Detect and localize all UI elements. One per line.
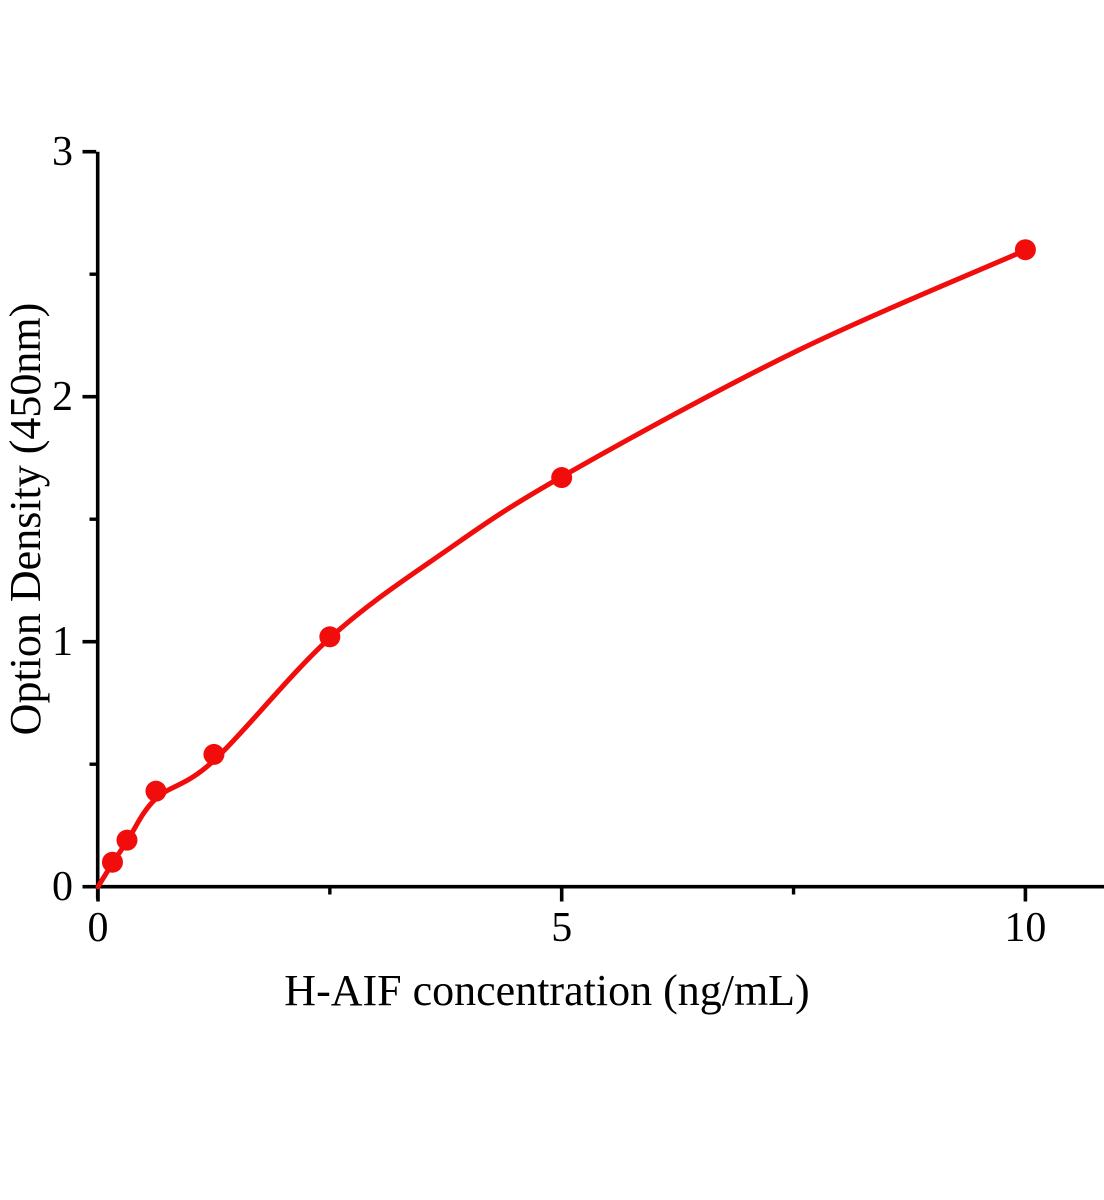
- data-point-marker: [116, 829, 138, 851]
- y-tick-label: 3: [52, 128, 73, 175]
- data-point-marker: [101, 851, 123, 873]
- data-point-marker: [319, 626, 341, 648]
- data-point-marker: [551, 467, 573, 489]
- x-tick-label: 5: [551, 905, 573, 951]
- data-point-marker: [1014, 239, 1036, 261]
- y-tick-label: 1: [52, 618, 73, 665]
- y-axis-title: Option Density (450nm): [1, 302, 50, 736]
- x-tick-label: 0: [87, 905, 109, 951]
- y-tick-label: 0: [52, 863, 73, 910]
- fit-curve-line: [95, 247, 1028, 890]
- y-tick-label: 2: [52, 373, 73, 420]
- data-point-marker: [145, 780, 167, 802]
- data-point-marker: [203, 743, 225, 765]
- x-tick-label: 10: [1004, 905, 1047, 951]
- x-axis-title: H-AIF concentration (ng/mL): [284, 966, 810, 1015]
